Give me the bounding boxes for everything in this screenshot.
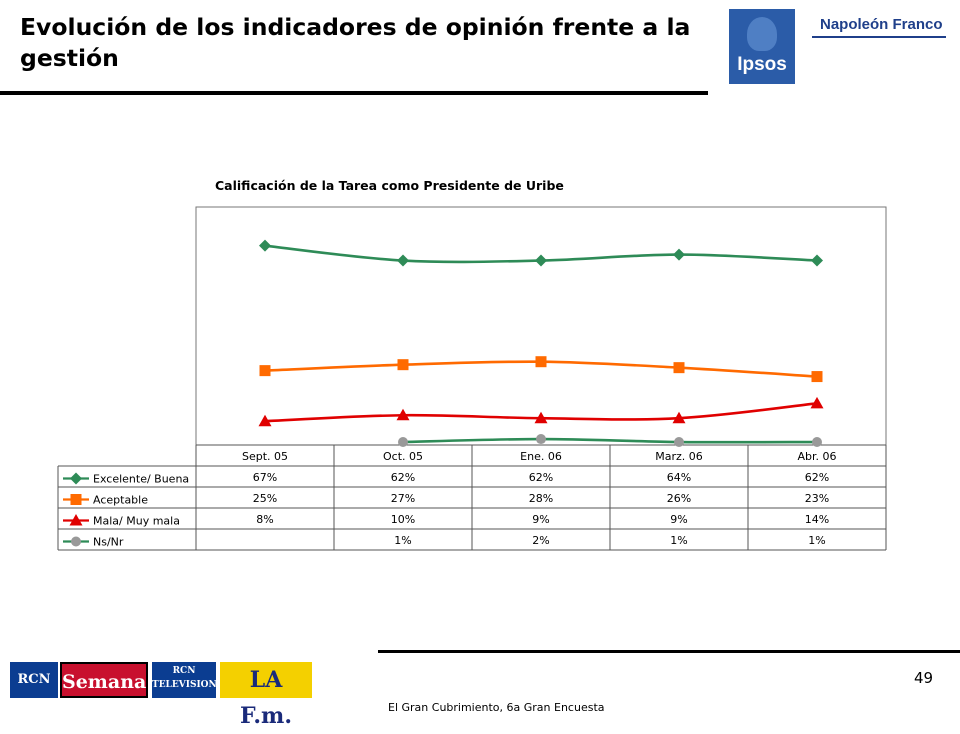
data-label: 1% bbox=[808, 534, 825, 547]
data-point bbox=[810, 396, 824, 409]
data-label: 9% bbox=[532, 513, 549, 526]
legend-marker bbox=[70, 494, 82, 505]
category-label: Abr. 06 bbox=[797, 450, 836, 463]
data-point bbox=[674, 437, 684, 448]
data-point bbox=[259, 365, 271, 377]
data-label: 28% bbox=[529, 492, 553, 505]
data-label: 23% bbox=[805, 492, 829, 505]
data-point bbox=[535, 356, 547, 368]
data-point bbox=[397, 359, 409, 371]
napoleon-franco-logo: Napoleón Franco bbox=[820, 16, 943, 33]
data-label: 62% bbox=[805, 471, 829, 484]
legend-label: Mala/ Muy mala bbox=[93, 515, 180, 528]
footer-caption: El Gran Cubrimiento, 6a Gran Encuesta bbox=[388, 701, 605, 714]
chart-title: Calificación de la Tarea como Presidente… bbox=[215, 178, 564, 193]
legend-label: Ns/Nr bbox=[93, 536, 124, 549]
data-label: 10% bbox=[391, 513, 415, 526]
data-point bbox=[397, 254, 409, 267]
data-label: 8% bbox=[256, 513, 273, 526]
data-point bbox=[536, 434, 546, 445]
data-label: 14% bbox=[805, 513, 829, 526]
data-point bbox=[534, 411, 548, 424]
title-divider bbox=[0, 91, 708, 95]
semana-logo: Semana bbox=[60, 662, 148, 698]
series-line bbox=[402, 437, 818, 444]
data-label: 64% bbox=[667, 471, 691, 484]
data-label: 2% bbox=[532, 534, 549, 547]
data-point bbox=[673, 248, 685, 261]
data-label: 67% bbox=[253, 471, 277, 484]
data-point bbox=[258, 414, 272, 427]
ipsos-logo-text: Ipsos bbox=[737, 54, 787, 75]
data-point bbox=[396, 408, 410, 421]
legend-marker bbox=[71, 536, 81, 547]
rcn-radio-logo: RCN RADIO bbox=[10, 662, 60, 723]
legend-label: Excelente/ Buena bbox=[93, 473, 189, 486]
data-label: 26% bbox=[667, 492, 691, 505]
data-point bbox=[811, 254, 823, 267]
ipsos-logo: Ipsos bbox=[729, 9, 795, 84]
data-point bbox=[812, 437, 822, 448]
page-title: Evolución de los indicadores de opinión … bbox=[20, 13, 691, 72]
la-fm-logo: LA F.m. bbox=[220, 662, 312, 729]
category-label: Sept. 05 bbox=[242, 450, 288, 463]
page-number: 49 bbox=[914, 669, 934, 687]
data-label: 25% bbox=[253, 492, 277, 505]
rcn-television-logo: RCN TELEVISION bbox=[152, 662, 217, 698]
napoleon-franco-underline bbox=[812, 36, 946, 38]
data-point bbox=[398, 437, 408, 448]
data-point bbox=[811, 371, 823, 383]
data-label: 9% bbox=[670, 513, 687, 526]
legend-label: Aceptable bbox=[93, 494, 148, 507]
data-point bbox=[673, 362, 685, 374]
ipsos-face-graphic bbox=[747, 17, 777, 51]
legend-marker bbox=[70, 472, 82, 485]
data-point bbox=[259, 239, 271, 252]
data-label: 1% bbox=[394, 534, 411, 547]
footer-divider bbox=[378, 650, 960, 653]
category-label: Oct. 05 bbox=[383, 450, 423, 463]
category-label: Ene. 06 bbox=[520, 450, 562, 463]
category-label: Marz. 06 bbox=[655, 450, 703, 463]
data-point bbox=[535, 254, 547, 267]
data-label: 62% bbox=[529, 471, 553, 484]
plot-area-frame bbox=[195, 206, 887, 446]
data-label: 27% bbox=[391, 492, 415, 505]
data-label: 1% bbox=[670, 534, 687, 547]
data-label: 62% bbox=[391, 471, 415, 484]
legend-marker bbox=[69, 514, 83, 526]
data-point bbox=[672, 411, 686, 424]
